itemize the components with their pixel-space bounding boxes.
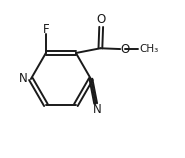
Text: O: O xyxy=(97,13,106,26)
Text: F: F xyxy=(43,23,49,36)
Text: N: N xyxy=(93,103,102,116)
Text: CH₃: CH₃ xyxy=(139,44,158,54)
Text: N: N xyxy=(19,73,27,85)
Text: O: O xyxy=(121,43,130,56)
